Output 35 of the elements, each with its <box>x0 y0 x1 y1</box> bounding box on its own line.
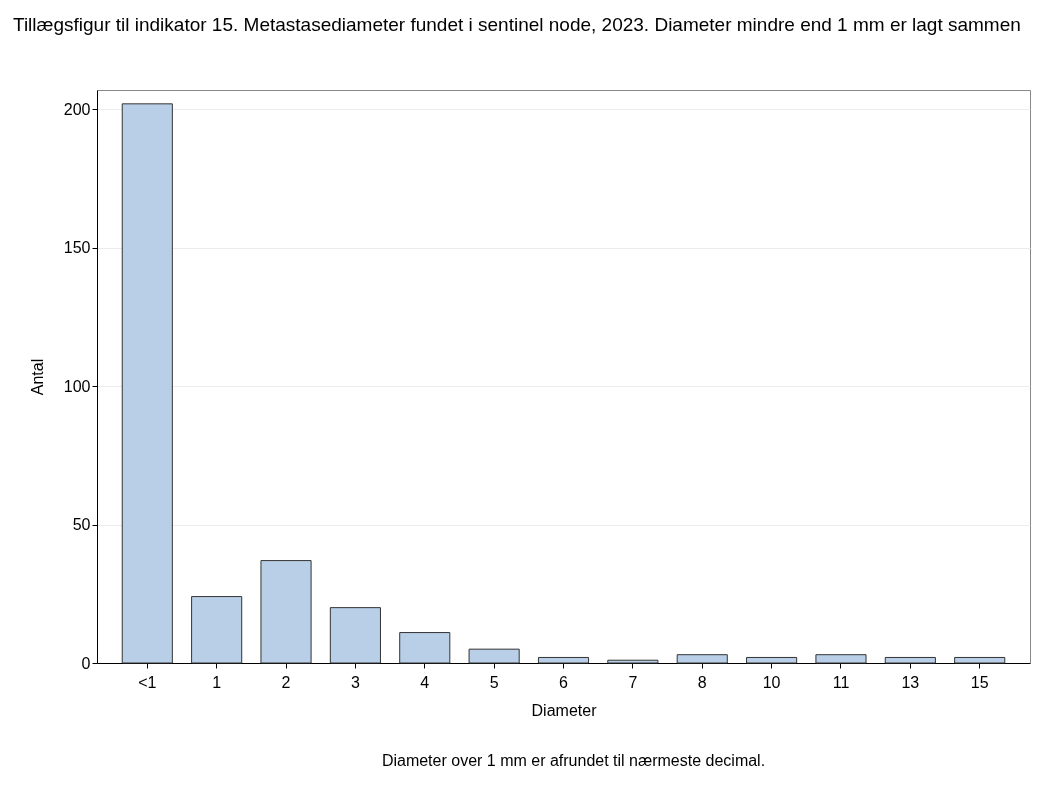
bar <box>607 659 659 664</box>
y-tick-label: 200 <box>63 100 91 118</box>
x-tick-label: 7 <box>628 673 638 691</box>
x-tick-label: 2 <box>281 673 291 691</box>
x-axis-title: Diameter <box>531 701 598 719</box>
bar <box>468 648 520 664</box>
x-tick-label: 8 <box>697 673 707 691</box>
y-tick-label: 150 <box>63 239 91 257</box>
chart-title: Tillægsfigur til indikator 15. Metastasediameter fundet i sentinel node, 2023. Diameter mindre end 1 mm er lagt sammen <box>13 14 1022 36</box>
bar <box>746 656 798 664</box>
x-tick-label: 6 <box>559 673 569 691</box>
bar <box>260 560 312 664</box>
bar <box>676 654 728 664</box>
bar <box>399 632 451 664</box>
x-tick-label: 10 <box>762 673 781 691</box>
x-tick-label: 11 <box>832 673 850 691</box>
bar <box>884 656 936 664</box>
y-tick-label: 100 <box>63 377 91 395</box>
bar <box>329 607 381 664</box>
y-tick-label: 0 <box>81 654 91 672</box>
x-tick-label: 3 <box>350 673 360 691</box>
bar <box>121 103 173 664</box>
bar <box>191 596 243 664</box>
x-tick-label: 4 <box>420 673 430 691</box>
x-tick-label: 13 <box>901 673 920 691</box>
bar <box>815 654 867 664</box>
x-tick-label: <1 <box>138 673 157 691</box>
bar <box>537 656 590 664</box>
text: Diameter over 1 mm er afrundet til nærmeste decimal. <box>381 752 766 770</box>
bar <box>954 656 1006 664</box>
x-tick-label: 1 <box>212 673 222 691</box>
y-axis-title: Antal <box>28 358 46 396</box>
x-tick-label: 5 <box>489 673 499 691</box>
x-tick-label: 15 <box>970 673 989 691</box>
y-tick-label: 50 <box>72 516 91 534</box>
